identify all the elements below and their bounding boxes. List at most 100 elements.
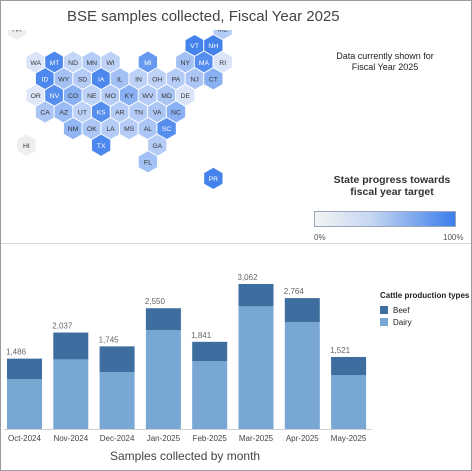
bar-beef-dec-2024 xyxy=(99,346,135,373)
state-label: ID xyxy=(42,76,49,83)
hex-tile-map: AK ME VT NH WA MT ND MN WI MI NY MA RI ID WY SD IA IL IN OH… xyxy=(6,30,233,191)
bar-total-label: 1,745 xyxy=(99,335,120,344)
state-tile-ak[interactable]: AK xyxy=(6,30,28,41)
state-label: IA xyxy=(98,76,105,83)
x-tick-label: Nov-2024 xyxy=(53,434,88,443)
state-label: KS xyxy=(97,110,107,117)
state-label: MA xyxy=(199,60,210,67)
bar-beef-oct-2024 xyxy=(7,358,42,380)
bar-total-label: 2,037 xyxy=(52,322,73,331)
state-tile-nm[interactable]: NM xyxy=(62,116,84,141)
state-label: MI xyxy=(144,60,152,67)
bar-dairy-oct-2024 xyxy=(7,379,42,429)
state-label: WV xyxy=(142,93,153,100)
state-label: PR xyxy=(209,176,219,183)
x-tick-label: Feb-2025 xyxy=(193,434,228,443)
cattle-type-legend: Cattle production types Beef Dairy xyxy=(380,291,469,328)
state-label: GA xyxy=(152,143,162,150)
state-label: CT xyxy=(209,76,218,83)
state-tile-hi[interactable]: HI xyxy=(16,133,37,157)
state-label: RI xyxy=(219,60,226,67)
legend-item-beef[interactable]: Beef xyxy=(380,304,469,316)
state-label: WA xyxy=(30,60,41,67)
state-label: NM xyxy=(68,126,79,133)
bar-total-label: 2,550 xyxy=(145,297,166,306)
bar-dairy-apr-2025 xyxy=(284,321,320,429)
progress-gradient-bar xyxy=(314,211,456,227)
bar-dairy-dec-2024 xyxy=(99,372,135,429)
legend-item-dairy[interactable]: Dairy xyxy=(380,316,469,328)
state-label: NJ xyxy=(190,76,198,83)
state-label: AK xyxy=(12,30,22,34)
state-label: OH xyxy=(152,76,162,83)
state-tile-pr[interactable]: PR xyxy=(203,166,224,191)
state-hex xyxy=(91,133,112,157)
state-tile-fl[interactable]: FL xyxy=(137,150,159,174)
bar-dairy-feb-2025 xyxy=(192,361,228,429)
state-hex xyxy=(137,150,159,174)
state-label: VT xyxy=(190,43,199,50)
bar-total-label: 2,764 xyxy=(284,287,305,296)
map-note: Data currently shown for Fiscal Year 202… xyxy=(336,51,434,72)
state-tile-tx[interactable]: TX xyxy=(91,133,112,157)
state-label: NY xyxy=(181,60,191,67)
state-label: NE xyxy=(87,93,97,100)
bar-beef-nov-2024 xyxy=(53,332,89,360)
state-label: CO xyxy=(68,93,78,100)
state-label: OR xyxy=(31,93,41,100)
state-label: FL xyxy=(144,159,152,166)
state-tile-ca[interactable]: CA xyxy=(34,100,56,124)
bar-beef-jan-2025 xyxy=(145,308,181,331)
state-hex xyxy=(16,133,37,157)
state-label: AZ xyxy=(59,110,68,117)
state-label: MD xyxy=(161,93,172,100)
state-label: MO xyxy=(105,93,116,100)
state-label: IN xyxy=(135,76,142,83)
bar-total-label: 1,486 xyxy=(6,348,27,357)
bar-chart-x-axis-title: Samples collected by month xyxy=(110,449,261,463)
legend-label-dairy: Dairy xyxy=(393,317,412,327)
state-label: WY xyxy=(58,76,69,83)
state-label: ME xyxy=(218,30,229,34)
legend-label-beef: Beef xyxy=(393,305,410,315)
state-label: VA xyxy=(153,110,162,117)
bar-beef-may-2025 xyxy=(331,356,367,376)
bar-dairy-nov-2024 xyxy=(53,359,89,429)
monthly-samples-bar-chart: 1,486 Oct-2024 2,037 Nov-2024 1,745 Dec-2024 2… xyxy=(4,273,372,443)
bar-beef-mar-2025 xyxy=(238,284,274,307)
progress-legend-title: State progress towards fiscal year targe… xyxy=(333,174,451,198)
state-label: AL xyxy=(144,126,153,133)
bar-total-label: 1,521 xyxy=(330,346,351,355)
legend-title: Cattle production types xyxy=(380,291,470,300)
x-tick-label: Jan-2025 xyxy=(147,434,181,443)
state-hex xyxy=(203,166,224,191)
section-divider xyxy=(1,243,471,244)
x-tick-label: Mar-2025 xyxy=(239,434,274,443)
state-label: NH xyxy=(208,43,218,50)
state-label: NV xyxy=(50,93,60,100)
state-label: IL xyxy=(117,76,123,83)
state-hex xyxy=(203,67,224,91)
state-label: MT xyxy=(49,60,59,67)
x-tick-label: May-2025 xyxy=(331,434,367,443)
state-label: KY xyxy=(125,93,135,100)
dashboard-title: BSE samples collected, Fiscal Year 2025 xyxy=(67,8,340,25)
state-label: WI xyxy=(106,60,114,67)
state-label: MS xyxy=(124,126,135,133)
bar-dairy-mar-2025 xyxy=(238,306,274,429)
state-tile-ms[interactable]: MS xyxy=(119,116,140,141)
state-label: ND xyxy=(68,60,78,67)
x-tick-label: Apr-2025 xyxy=(286,434,319,443)
bar-beef-apr-2025 xyxy=(284,298,320,322)
progress-max-label: 100% xyxy=(443,233,464,242)
state-tile-ct[interactable]: CT xyxy=(203,67,224,91)
state-label: TX xyxy=(97,143,106,150)
state-label: TN xyxy=(134,110,143,117)
bar-total-label: 1,841 xyxy=(191,331,212,340)
state-label: SD xyxy=(78,76,88,83)
state-label: NC xyxy=(171,110,181,117)
state-label: MN xyxy=(87,60,98,67)
progress-min-label: 0% xyxy=(314,233,326,242)
legend-swatch-dairy xyxy=(380,318,388,326)
legend-swatch-beef xyxy=(380,306,388,314)
